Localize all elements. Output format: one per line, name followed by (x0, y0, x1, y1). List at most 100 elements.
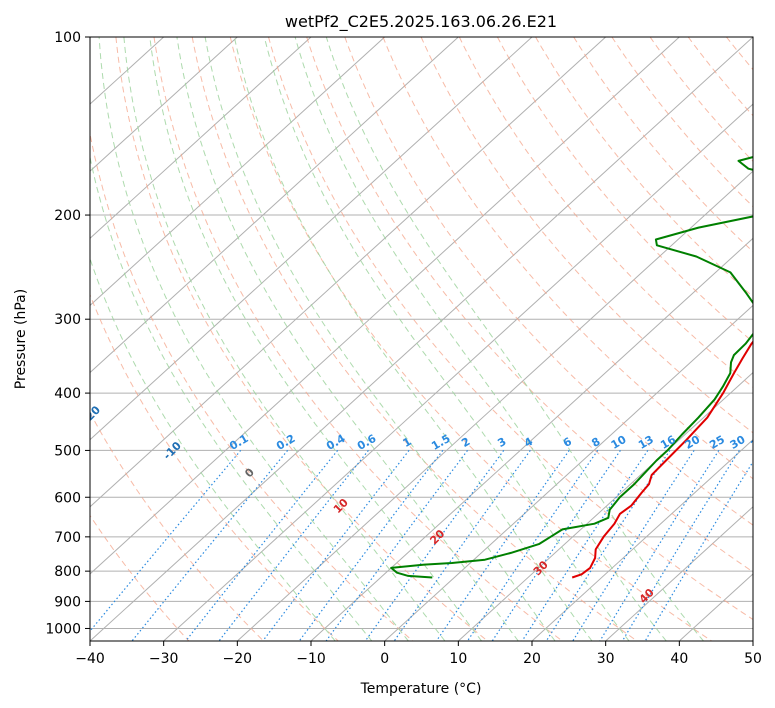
isotherm-line (90, 37, 533, 441)
mixing-ratio-line (218, 450, 369, 641)
y-tick-label: 800 (54, 564, 81, 580)
moist-adiabat-line (90, 257, 336, 641)
dry-adiabat-label: 0 (242, 465, 257, 480)
mixing-ratio-line (572, 450, 695, 641)
mixing-ratio-label: 1.5 (429, 432, 452, 453)
dry-adiabat-line (90, 293, 339, 641)
y-tick-label: 500 (54, 443, 81, 459)
mixing-ratio-line (521, 450, 649, 641)
mixing-ratio-line (131, 450, 289, 641)
mixing-ratio-label: 1 (401, 435, 414, 450)
y-tick-label: 200 (54, 208, 81, 224)
x-tick-label: 30 (597, 651, 615, 667)
dry-adiabat-line (382, 37, 753, 480)
isotherm-line (90, 37, 753, 641)
mixing-ratio-label: 13 (636, 433, 656, 452)
isotherm-line (90, 37, 238, 172)
x-tick-label: −20 (223, 651, 253, 667)
dewpoint-line (390, 156, 753, 579)
x-tick-label: 50 (744, 651, 762, 667)
series-lines (390, 156, 753, 579)
dry-adiabat-line (229, 37, 712, 641)
mixing-ratio-label: 30 (728, 433, 748, 452)
mixing-ratio-line (491, 450, 621, 641)
mixing-ratio-label: 0.6 (355, 432, 379, 453)
mixing-ratio-label: 36 (748, 433, 768, 452)
moist-adiabat-line (123, 37, 446, 641)
line-labels: 0.10.20.40.611.52346810131620253036-100-… (90, 403, 768, 606)
x-tick-label: 0 (380, 651, 389, 667)
moist-adiabat-line (233, 37, 593, 641)
dry-adiabat-line (496, 37, 753, 343)
isotherm-line (457, 371, 753, 641)
mixing-ratio-label: 0.4 (324, 432, 348, 453)
moist-adiabat-line (90, 154, 373, 641)
axis-ticks: −40 −30 −20 −10 0 10 20 30 40 5010020030040050060… (45, 30, 762, 667)
x-tick-label: 40 (670, 651, 688, 667)
isotherm-line (384, 304, 753, 641)
mixing-ratio-line (90, 450, 242, 633)
dry-adiabat-line (765, 37, 775, 641)
moist-adiabat-line (149, 37, 482, 641)
isotherm-line (90, 37, 386, 307)
mixing-ratio-label: 16 (658, 433, 678, 452)
y-tick-label: 400 (54, 386, 81, 402)
x-tick-label: −40 (75, 651, 105, 667)
mixing-ratio-label: 0.2 (274, 432, 297, 453)
dry-adiabat-line (90, 411, 264, 641)
isotherm-line (236, 170, 753, 641)
grid-lines (90, 37, 753, 641)
dry-adiabat-line (268, 37, 753, 621)
isotherm-line (90, 37, 680, 575)
dry-adiabat-line (306, 37, 753, 573)
dry-adiabat-label: 30 (531, 558, 551, 578)
isotherm-line (90, 37, 607, 508)
moist-adiabat-line (263, 37, 630, 641)
mixing-ratio-line (621, 450, 740, 641)
x-tick-label: 20 (523, 651, 541, 667)
mixing-ratio-line (393, 450, 531, 641)
dry-adiabat-line (420, 37, 753, 434)
x-tick-label: −30 (149, 651, 179, 667)
dry-adiabat-line (115, 37, 488, 641)
dry-adiabat-line (90, 131, 414, 641)
dry-adiabat-line (649, 37, 753, 163)
isotherm-line (605, 506, 753, 641)
mixing-ratio-label: 25 (707, 433, 727, 452)
isotherm-line (531, 438, 753, 641)
mixing-ratio-line (325, 450, 468, 641)
dry-adiabat-line (726, 37, 753, 71)
dry-adiabat-line (344, 37, 753, 526)
isotherm-line (752, 640, 753, 641)
moist-adiabat-line (176, 37, 519, 641)
background-lines (90, 37, 775, 641)
moist-adiabat-line (204, 37, 556, 641)
mixing-ratio-label: 10 (609, 433, 629, 452)
mixing-ratio-line (599, 450, 720, 641)
moist-adiabat-line (325, 37, 704, 641)
dry-adiabat-line (191, 37, 638, 641)
dry-adiabat-line (90, 514, 190, 641)
dry-adiabat-line (573, 37, 753, 253)
x-axis-label: Temperature (°C) (360, 681, 482, 697)
y-tick-label: 900 (54, 594, 81, 610)
y-tick-label: 700 (54, 530, 81, 546)
mixing-ratio-line (262, 450, 410, 641)
mixing-ratio-label: 3 (495, 435, 508, 450)
dry-adiabat-label: 20 (427, 527, 447, 547)
chart-title: wetPf2_C2E5.2025.163.06.26.E21 (285, 12, 557, 32)
moist-adiabat-line (294, 37, 667, 641)
mixing-ratio-line (466, 450, 599, 641)
mixing-ratio-line (298, 450, 444, 641)
dry-adiabat-line (535, 37, 753, 298)
moist-adiabat-line (98, 37, 409, 641)
mixing-ratio-line (435, 450, 570, 641)
y-axis-label: Pressure (hPa) (13, 289, 29, 389)
dry-adiabat-label: 40 (637, 586, 657, 606)
y-tick-label: 1000 (45, 621, 81, 637)
isotherm-line (90, 37, 312, 240)
dry-adiabat-line (611, 37, 753, 208)
y-tick-label: 600 (54, 490, 81, 506)
temperature-line (571, 340, 753, 579)
